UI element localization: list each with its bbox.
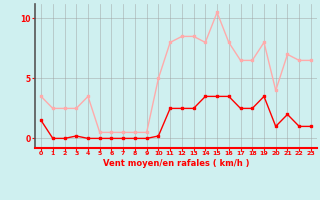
X-axis label: Vent moyen/en rafales ( km/h ): Vent moyen/en rafales ( km/h ) xyxy=(103,159,249,168)
